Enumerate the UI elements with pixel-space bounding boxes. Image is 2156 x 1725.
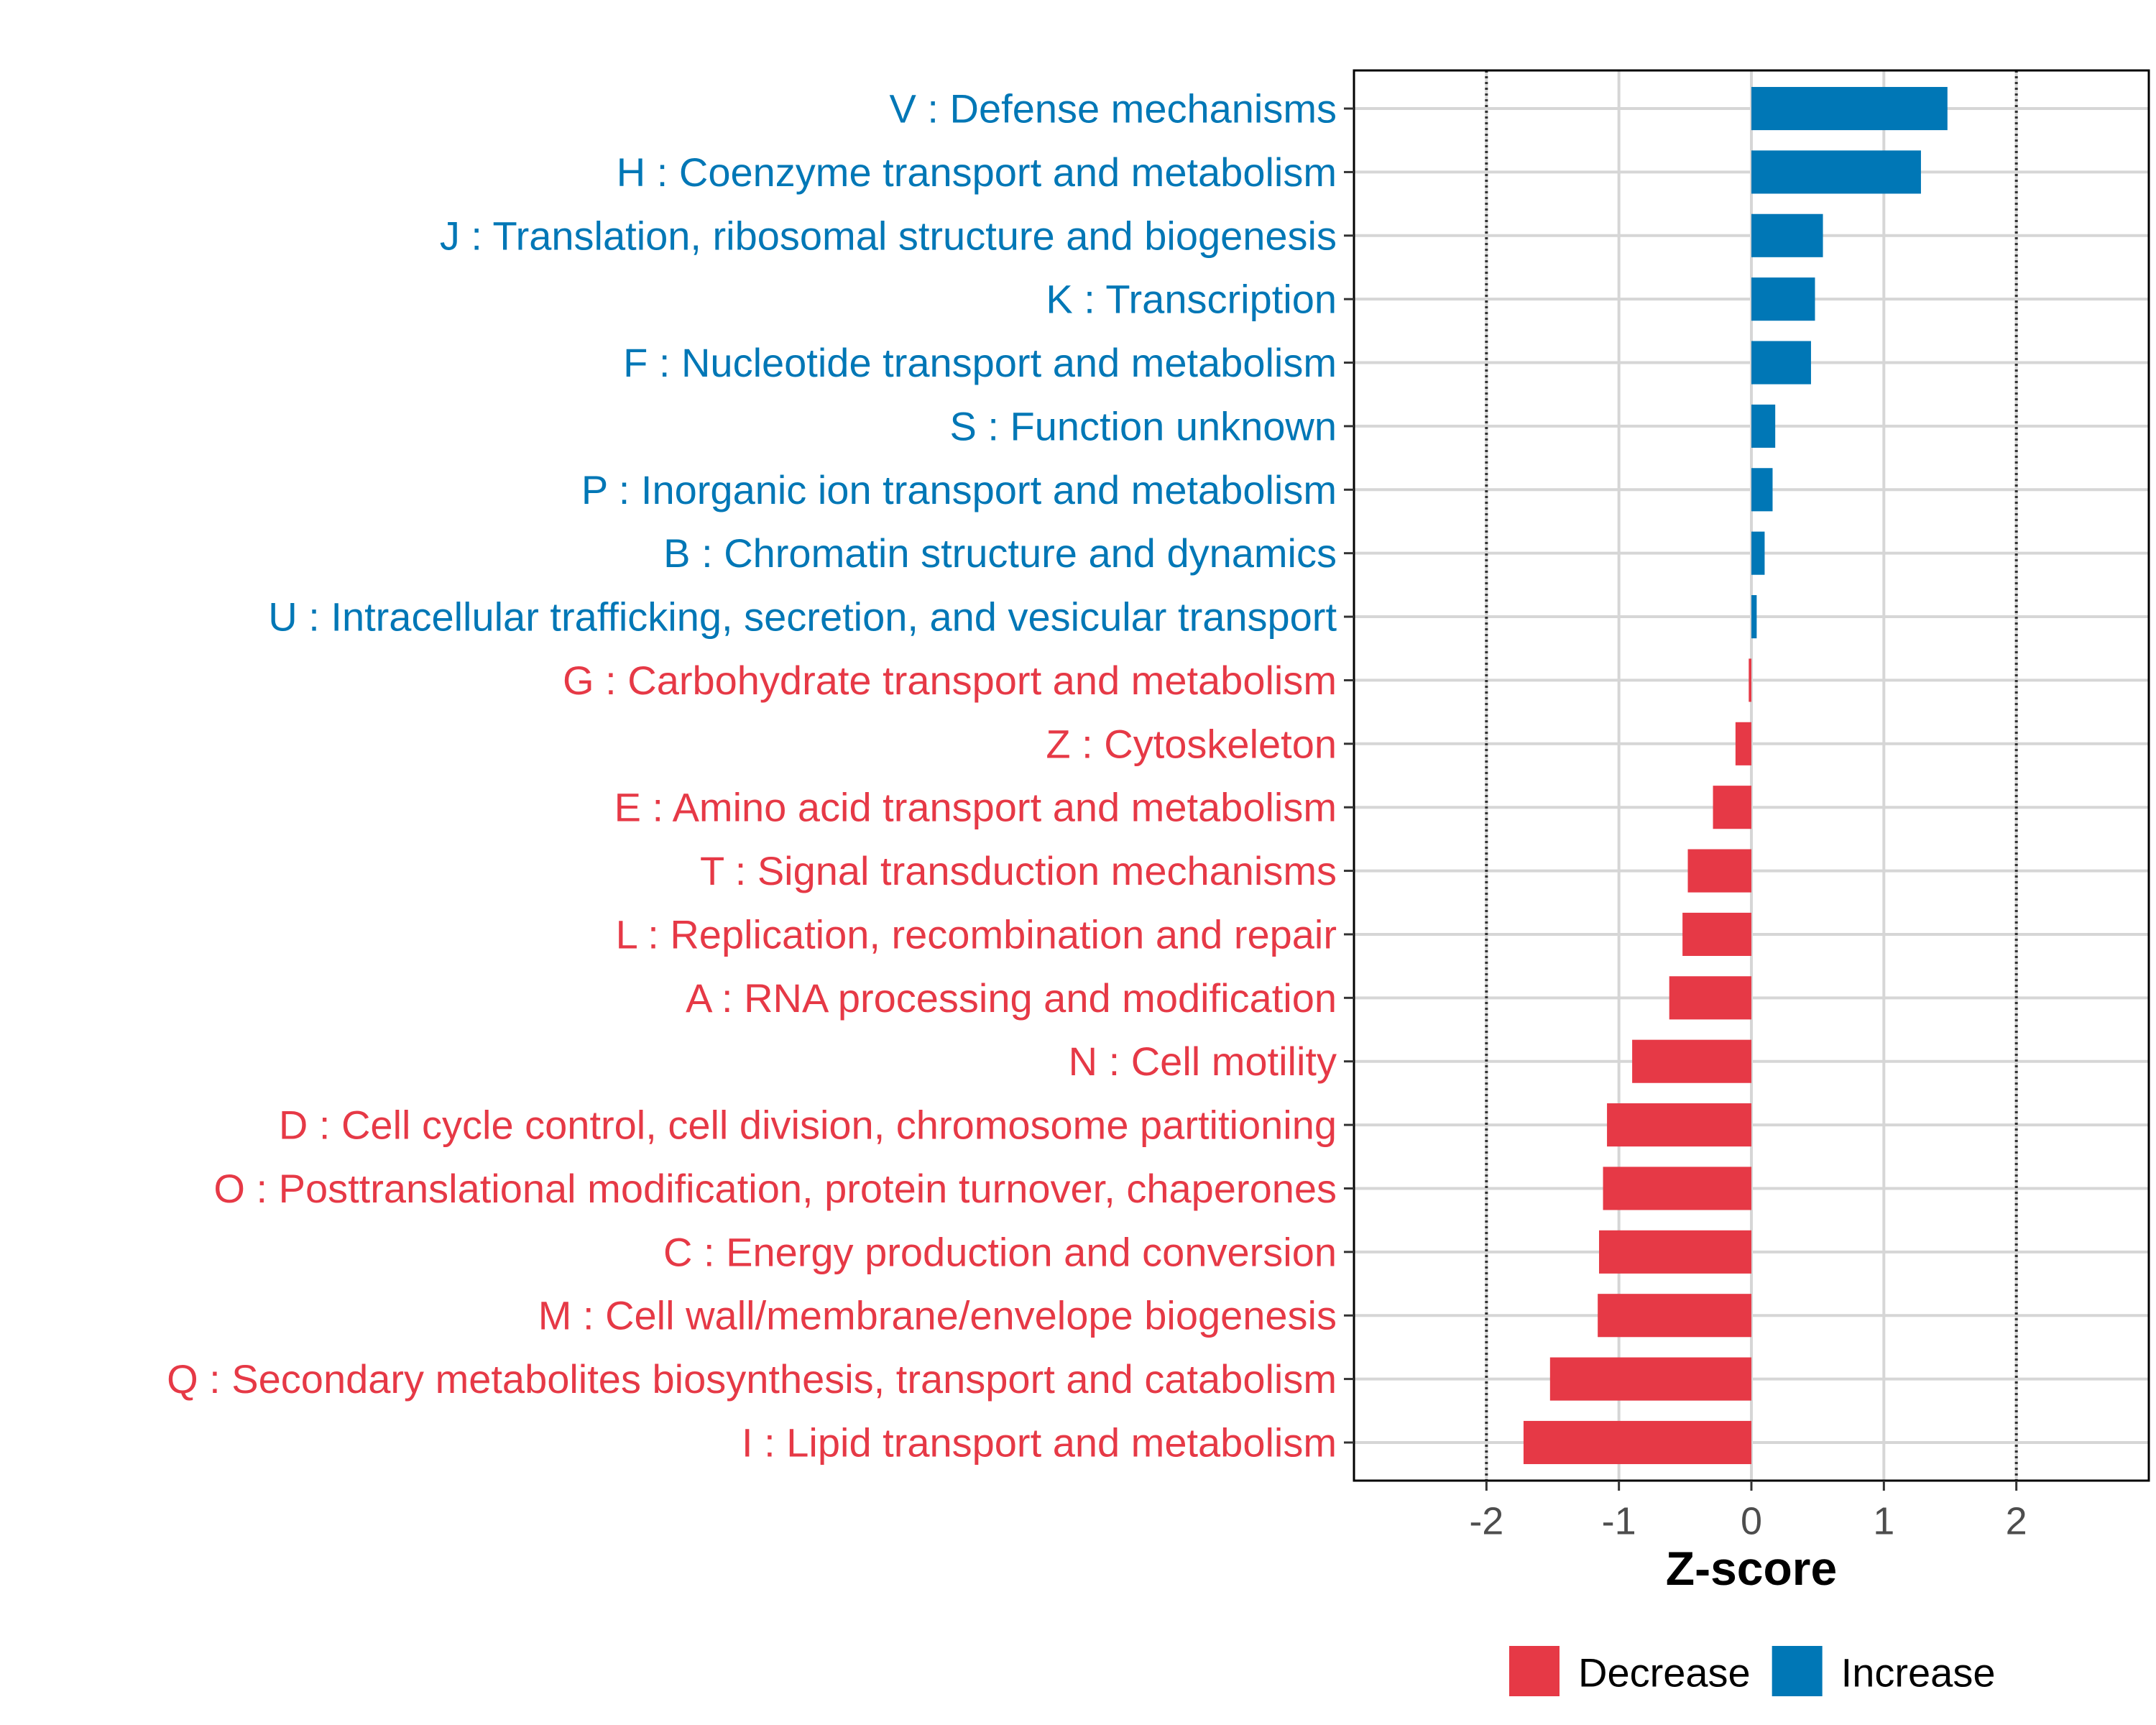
y-tick-label: P : Inorganic ion transport and metaboli… xyxy=(581,467,1337,512)
bar xyxy=(1751,404,1776,448)
bar xyxy=(1751,86,1948,131)
x-tick-label: 0 xyxy=(1741,1499,1762,1542)
y-tick-label: Q : Secondary metabolites biosynthesis, … xyxy=(167,1356,1337,1402)
bar xyxy=(1632,1039,1751,1083)
x-tick-label: -2 xyxy=(1469,1499,1503,1542)
bar xyxy=(1713,786,1751,829)
y-tick-label: F : Nucleotide transport and metabolism xyxy=(623,340,1337,385)
bar xyxy=(1607,1103,1751,1147)
bar xyxy=(1751,341,1811,385)
bar xyxy=(1751,150,1921,194)
bar xyxy=(1598,1294,1751,1338)
bar xyxy=(1599,1230,1751,1274)
y-tick-label: J : Translation, ribosomal structure and… xyxy=(440,213,1337,258)
y-tick-label: I : Lipid transport and metabolism xyxy=(742,1420,1337,1465)
legend: Decrease Increase xyxy=(1509,1646,1995,1696)
y-axis-labels: V : Defense mechanisms H : Coenzyme trans… xyxy=(167,86,1337,1466)
y-tick-label: T : Signal transduction mechanisms xyxy=(700,848,1337,893)
y-tick-label: D : Cell cycle control, cell division, c… xyxy=(279,1103,1337,1148)
bar xyxy=(1603,1167,1751,1210)
legend-label: Increase xyxy=(1841,1650,1996,1696)
y-tick-label: C : Energy production and conversion xyxy=(663,1229,1337,1274)
x-axis-title: Z-score xyxy=(1666,1542,1837,1595)
bar xyxy=(1749,658,1751,702)
bar xyxy=(1751,595,1757,639)
x-tick-label: 2 xyxy=(2006,1499,2027,1542)
y-tick-label: N : Cell motility xyxy=(1069,1039,1337,1084)
bar xyxy=(1549,1357,1751,1401)
y-tick-label: E : Amino acid transport and metabolism xyxy=(614,785,1337,830)
bar xyxy=(1687,849,1751,893)
y-tick-label: U : Intracellular trafficking, secretion… xyxy=(268,594,1337,640)
legend-swatch xyxy=(1772,1646,1823,1696)
y-tick-label: O : Posttranslational modification, prot… xyxy=(213,1166,1337,1211)
legend-label: Decrease xyxy=(1578,1650,1751,1696)
bar xyxy=(1751,213,1823,257)
y-tick-label: S : Function unknown xyxy=(949,403,1337,448)
bar xyxy=(1682,912,1751,956)
y-tick-label: H : Coenzyme transport and metabolism xyxy=(617,150,1337,195)
bar xyxy=(1669,976,1751,1020)
x-tick-label: 1 xyxy=(1873,1499,1894,1542)
x-axis-ticks: -2 -1 0 1 2 xyxy=(1469,1481,2027,1542)
y-axis-ticks xyxy=(1344,107,1354,1444)
bar xyxy=(1751,468,1773,512)
y-tick-label: G : Carbohydrate transport and metabolis… xyxy=(563,658,1337,703)
legend-swatch xyxy=(1509,1646,1560,1696)
bar xyxy=(1751,531,1765,575)
x-tick-label: -1 xyxy=(1602,1499,1636,1542)
bars xyxy=(1523,86,1948,1465)
y-tick-label: Z : Cytoskeleton xyxy=(1046,721,1337,766)
y-tick-label: A : RNA processing and modification xyxy=(686,975,1337,1021)
y-tick-label: B : Chromatin structure and dynamics xyxy=(663,530,1337,576)
bar xyxy=(1751,277,1815,321)
y-tick-label: V : Defense mechanisms xyxy=(890,86,1337,132)
y-tick-label: L : Replication, recombination and repai… xyxy=(616,911,1337,957)
y-tick-label: M : Cell wall/membrane/envelope biogenes… xyxy=(538,1293,1337,1338)
bar xyxy=(1735,722,1751,765)
y-tick-label: K : Transcription xyxy=(1046,277,1337,322)
bar xyxy=(1523,1420,1751,1465)
